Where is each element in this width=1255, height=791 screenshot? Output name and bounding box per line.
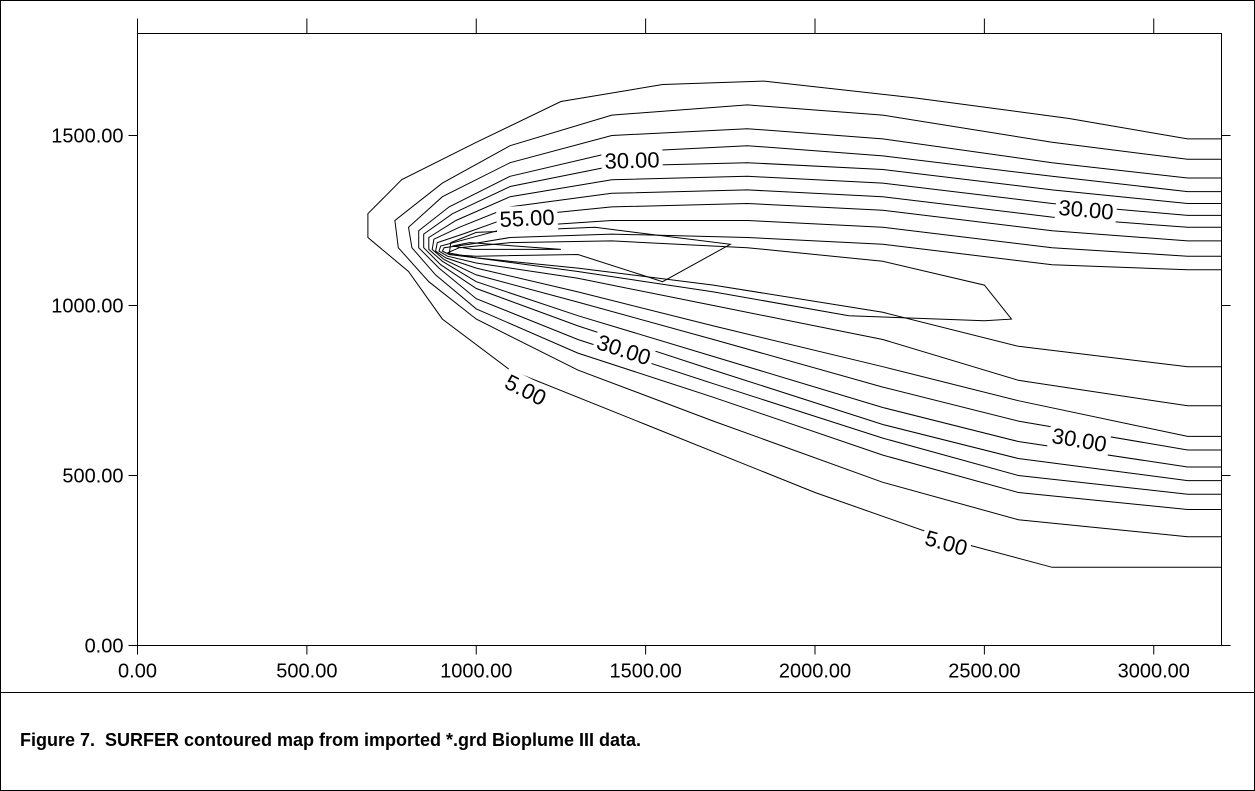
contour-label: 5.00: [498, 367, 554, 413]
contour-label-text: 5.00: [922, 525, 970, 560]
contour-label: 30.00: [1054, 194, 1118, 225]
contour-line: [394, 104, 1222, 538]
contour-line: [367, 80, 1222, 568]
contour-line: [418, 145, 1222, 495]
contour-label: 5.00: [919, 524, 974, 562]
x-tick-label: 500.00: [276, 661, 337, 683]
contour-label-text: 30.00: [1058, 195, 1115, 225]
x-tick-label: 2000.00: [779, 661, 851, 683]
contour-label-bg: [1047, 422, 1112, 458]
contour-label: 30.00: [590, 328, 657, 372]
contour-label-bg: [498, 367, 554, 413]
x-tick-label: 2500.00: [948, 661, 1020, 683]
y-tick-label: 1500.00: [51, 126, 123, 148]
x-tick-label: 0.00: [118, 661, 157, 683]
contour-label: 30.00: [601, 147, 663, 174]
contour-line: [435, 202, 1222, 437]
contour-line: [407, 128, 1222, 510]
contour-label-bg: [601, 147, 663, 174]
contour-label-text: 30.00: [604, 147, 660, 173]
contour-line: [447, 240, 1013, 322]
contour-label-bg: [496, 204, 559, 233]
contour-label-text: 55.00: [499, 205, 555, 232]
y-tick-label: 500.00: [62, 466, 123, 488]
contour-line: [441, 233, 1222, 368]
contour-line: [423, 162, 1222, 482]
caption: Figure 7. SURFER contoured map from impo…: [20, 730, 641, 750]
y-tick-label: 0.00: [85, 636, 124, 658]
contour-line: [428, 175, 1222, 468]
contour-label-bg: [919, 524, 974, 562]
x-tick-label: 3000.00: [1118, 661, 1190, 683]
contour-label: 30.00: [1047, 422, 1112, 458]
x-tick-label: 1500.00: [609, 661, 681, 683]
contour-line: [438, 220, 1222, 407]
contour-label-text: 30.00: [1050, 423, 1108, 457]
contour-label-bg: [1054, 194, 1118, 225]
contour-line: [448, 226, 732, 283]
contour-label: 55.00: [496, 204, 559, 233]
contour-line: [452, 242, 561, 250]
x-tick-label: 1000.00: [440, 661, 512, 683]
contour-label-bg: [590, 328, 657, 372]
y-tick-label: 1000.00: [51, 296, 123, 318]
plot-frame: [137, 33, 1222, 646]
contour-line: [431, 189, 1222, 451]
